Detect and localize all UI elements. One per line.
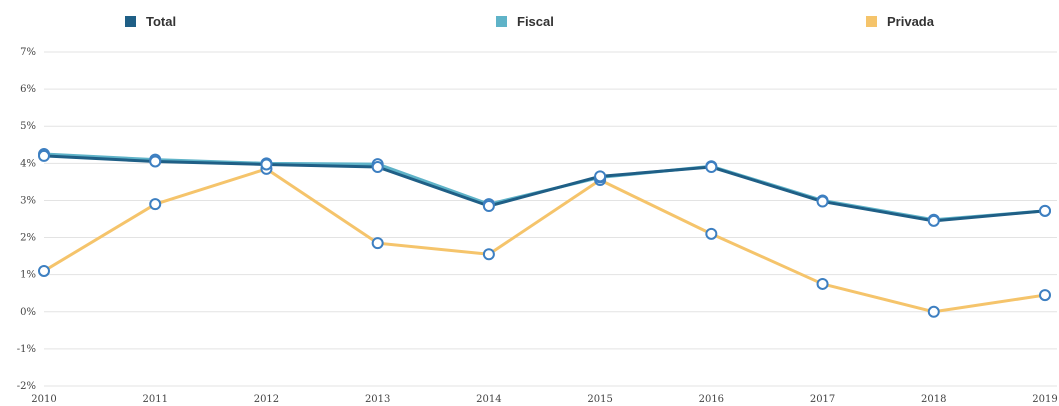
y-tick-label: 3%	[20, 195, 36, 206]
x-tick-label: 2013	[365, 394, 390, 405]
y-tick-label: 5%	[20, 121, 36, 132]
legend-label-total: Total	[146, 13, 177, 29]
data-point-privada[interactable]	[816, 277, 829, 290]
y-tick-label: 4%	[20, 158, 36, 169]
data-point-total[interactable]	[260, 158, 273, 171]
legend-label-fiscal: Fiscal	[517, 13, 554, 29]
legend-swatch-privada	[866, 15, 877, 27]
x-tick-label: 2010	[31, 394, 56, 405]
x-tick-label: 2014	[476, 394, 501, 405]
data-point-privada[interactable]	[705, 227, 718, 240]
series-line-privada	[42, 167, 1047, 314]
series-line-total	[42, 154, 1047, 223]
series-points	[38, 148, 1051, 318]
data-point-total[interactable]	[705, 161, 718, 174]
data-point-privada[interactable]	[38, 264, 50, 277]
data-point-total[interactable]	[149, 155, 162, 168]
legend-swatch-fiscal	[496, 15, 507, 27]
data-point-total[interactable]	[594, 170, 607, 183]
y-tick-label: 6%	[20, 84, 36, 95]
data-point-total[interactable]	[1039, 204, 1051, 217]
data-point-total[interactable]	[482, 200, 495, 213]
legend-label-privada: Privada	[887, 13, 934, 29]
data-point-privada[interactable]	[1039, 289, 1051, 302]
data-point-privada[interactable]	[482, 248, 495, 261]
data-point-privada[interactable]	[149, 198, 162, 211]
x-tick-label: 2016	[699, 394, 724, 405]
y-tick-label: -2%	[17, 381, 36, 392]
x-tick-label: 2017	[810, 394, 835, 405]
y-tick-label: 2%	[20, 233, 36, 244]
legend-total[interactable]: Total	[125, 12, 176, 30]
y-tick-label: -1%	[17, 344, 36, 355]
data-point-total[interactable]	[38, 149, 50, 162]
x-tick-label: 2011	[142, 394, 167, 405]
x-axis-tick-labels: 2010 2011 2012 2013 2014 2015 2016 2017 2018 2019	[31, 394, 1057, 405]
x-tick-label: 2015	[587, 394, 612, 405]
data-point-privada[interactable]	[927, 305, 940, 318]
y-tick-label: 7%	[20, 47, 36, 58]
x-tick-label: 2012	[254, 394, 279, 405]
grid-lines	[44, 51, 1057, 387]
series-lines	[42, 152, 1047, 314]
data-point-total[interactable]	[927, 214, 940, 227]
legend-swatch-total	[125, 15, 136, 27]
y-tick-label: 0%	[20, 307, 36, 318]
legend-privada[interactable]: Privada	[866, 12, 934, 30]
x-tick-label: 2018	[921, 394, 946, 405]
x-tick-label: 2019	[1032, 394, 1057, 405]
y-tick-label: 1%	[20, 270, 36, 281]
legend-fiscal[interactable]: Fiscal	[496, 12, 554, 30]
data-point-total[interactable]	[371, 161, 384, 174]
data-point-total[interactable]	[816, 195, 829, 208]
y-axis-tick-labels: -2% -1% 0% 1% 2% 3% 4% 5% 6% 7%	[17, 47, 36, 392]
data-point-privada[interactable]	[371, 237, 384, 250]
